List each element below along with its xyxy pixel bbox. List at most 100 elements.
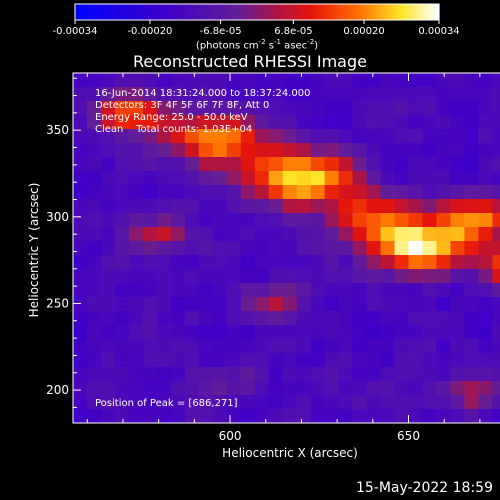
heatmap-pixel bbox=[394, 129, 409, 144]
heatmap-pixel bbox=[170, 325, 186, 340]
heatmap-pixel bbox=[268, 395, 284, 410]
heatmap-pixel bbox=[380, 101, 396, 116]
heatmap-pixel bbox=[380, 325, 396, 340]
heatmap-pixel bbox=[380, 339, 396, 354]
heatmap-pixel bbox=[380, 73, 396, 88]
heatmap-pixel bbox=[338, 213, 354, 228]
heatmap-pixel bbox=[436, 269, 451, 284]
heatmap-pixel bbox=[296, 241, 312, 256]
heatmap-pixel bbox=[198, 129, 214, 144]
heatmap-pixel bbox=[86, 297, 102, 312]
heatmap-pixel bbox=[492, 381, 500, 396]
heatmap-pixel bbox=[436, 143, 451, 158]
heatmap-pixel bbox=[156, 325, 172, 340]
heatmap-pixel bbox=[226, 381, 242, 396]
heatmap-pixel bbox=[268, 297, 284, 312]
heatmap-pixel bbox=[240, 73, 256, 88]
heatmap-pixel bbox=[492, 227, 500, 242]
heatmap-pixel bbox=[450, 185, 465, 200]
heatmap-pixel bbox=[296, 311, 312, 326]
heatmap-pixel bbox=[86, 367, 102, 382]
colorbar-segment bbox=[363, 4, 368, 20]
heatmap-pixel bbox=[366, 143, 382, 158]
heatmap-pixel bbox=[394, 367, 409, 382]
heatmap-pixel bbox=[408, 311, 423, 326]
heatmap-pixel bbox=[310, 199, 326, 214]
heatmap-pixel bbox=[142, 143, 158, 158]
heatmap-pixel bbox=[142, 213, 158, 228]
heatmap-pixel bbox=[450, 395, 465, 410]
heatmap-pixel bbox=[142, 101, 158, 116]
heatmap-pixel bbox=[156, 87, 172, 102]
colorbar-segment bbox=[287, 4, 292, 20]
heatmap-pixel bbox=[436, 255, 451, 270]
heatmap-pixel bbox=[492, 269, 500, 284]
heatmap-pixel bbox=[156, 395, 172, 410]
heatmap-pixel bbox=[212, 297, 228, 312]
heatmap-pixel bbox=[296, 381, 312, 396]
heatmap-pixel bbox=[352, 199, 368, 214]
heatmap-pixel bbox=[352, 353, 368, 368]
colorbar-segment bbox=[171, 4, 176, 20]
colorbar-segment bbox=[371, 4, 376, 20]
heatmap-pixel bbox=[408, 339, 423, 354]
heatmap-pixel bbox=[380, 367, 396, 382]
colorbar-segment bbox=[183, 4, 188, 20]
heatmap-pixel bbox=[492, 101, 500, 116]
heatmap-pixel bbox=[100, 185, 116, 200]
heatmap-pixel bbox=[408, 381, 423, 396]
heatmap-pixel bbox=[170, 241, 186, 256]
heatmap-pixel bbox=[268, 101, 284, 116]
heatmap-pixel bbox=[184, 73, 200, 88]
heatmap-pixel bbox=[352, 101, 368, 116]
colorbar-tick-label: 0.00034 bbox=[418, 26, 460, 37]
heatmap-pixel bbox=[184, 311, 200, 326]
heatmap-pixel bbox=[422, 339, 437, 354]
heatmap-pixel bbox=[282, 241, 298, 256]
heatmap-pixel bbox=[380, 213, 396, 228]
colorbar-segment bbox=[291, 4, 296, 20]
colorbar-segment bbox=[135, 4, 140, 20]
heatmap-pixel bbox=[296, 185, 312, 200]
heatmap-pixel bbox=[142, 255, 158, 270]
colorbar-tick-label: 6.8e-05 bbox=[274, 26, 313, 37]
colorbar-segment bbox=[343, 4, 348, 20]
heatmap-pixel bbox=[156, 199, 172, 214]
heatmap-pixel bbox=[464, 115, 479, 130]
heatmap-pixel bbox=[73, 255, 88, 270]
heatmap-pixel bbox=[156, 115, 172, 130]
heatmap-pixel bbox=[394, 171, 409, 186]
colorbar-segment bbox=[347, 4, 352, 20]
heatmap-pixel bbox=[268, 269, 284, 284]
heatmap-pixel bbox=[73, 73, 88, 88]
heatmap-pixel bbox=[338, 185, 354, 200]
heatmap-pixel bbox=[310, 227, 326, 242]
heatmap-pixel bbox=[254, 395, 270, 410]
heatmap-pixel bbox=[436, 227, 451, 242]
heatmap-pixel bbox=[212, 227, 228, 242]
heatmap-pixel bbox=[156, 213, 172, 228]
heatmap-pixel bbox=[212, 283, 228, 298]
colorbar-segment bbox=[215, 4, 220, 20]
heatmap-pixel bbox=[128, 311, 144, 326]
heatmap-pixel bbox=[268, 241, 284, 256]
heatmap-pixel bbox=[226, 87, 242, 102]
heatmap-pixel bbox=[142, 157, 158, 172]
heatmap-pixel bbox=[114, 227, 130, 242]
heatmap-pixel bbox=[366, 115, 382, 130]
heatmap-pixel bbox=[73, 171, 88, 186]
heatmap-pixel bbox=[268, 227, 284, 242]
heatmap-pixel bbox=[296, 157, 312, 172]
heatmap-pixel bbox=[380, 283, 396, 298]
x-tick-label: 650 bbox=[397, 429, 420, 443]
heatmap-pixel bbox=[268, 73, 284, 88]
heatmap-pixel bbox=[170, 199, 186, 214]
heatmap-pixel bbox=[408, 143, 423, 158]
heatmap-pixel bbox=[170, 213, 186, 228]
heatmap-pixel bbox=[422, 395, 437, 410]
heatmap-pixel bbox=[478, 255, 493, 270]
heatmap-pixel bbox=[142, 199, 158, 214]
heatmap-pixel bbox=[394, 143, 409, 158]
heatmap-pixel bbox=[254, 129, 270, 144]
